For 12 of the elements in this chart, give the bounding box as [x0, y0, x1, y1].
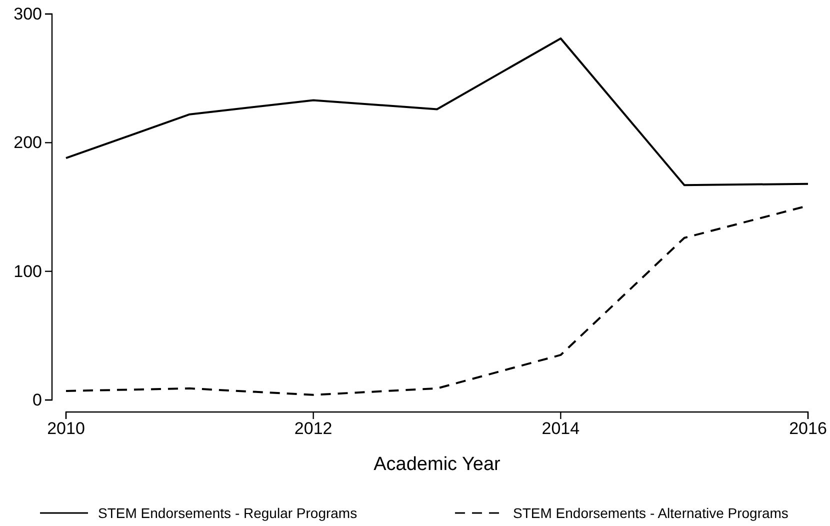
line-series: [65, 37, 809, 186]
y-tick-label: 0: [32, 390, 42, 410]
y-tick-label: 200: [14, 133, 42, 152]
x-axis-title: Academic Year: [374, 454, 502, 475]
legend-label: STEM Endorsements - Alternative Programs: [513, 504, 788, 521]
x-tick-label: 2016: [789, 419, 827, 438]
y-tick-label: 100: [14, 262, 42, 281]
legend-label: STEM Endorsements - Regular Programs: [98, 504, 358, 521]
y-tick-label: 300: [14, 4, 42, 24]
x-tick-label: 2012: [294, 419, 332, 438]
x-tick-label: 2010: [47, 419, 85, 438]
x-tick-label: 2014: [542, 419, 580, 438]
